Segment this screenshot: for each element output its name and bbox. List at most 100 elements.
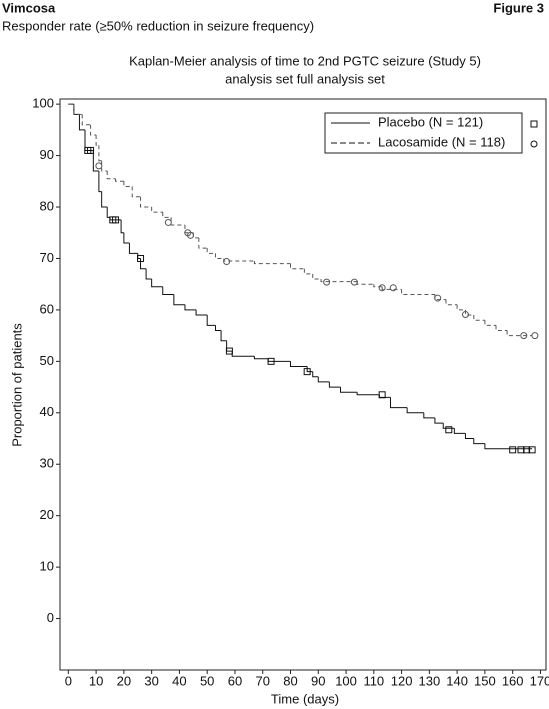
y-tick-label: 70 [40,250,54,265]
figure-label: Figure 3 [493,0,544,15]
censor-mark [378,284,386,292]
survival-step [215,325,222,331]
survival-step [456,304,466,311]
survival-step [220,330,227,342]
survival-step [484,443,533,450]
survival-step [106,207,110,218]
survival-step [317,376,330,383]
censor-mark [164,218,172,226]
survival-step [123,181,133,187]
legend-label: Placebo (N = 121) [378,114,483,129]
x-tick-label: 170 [530,673,549,688]
y-tick-label: 50 [40,353,54,368]
y-tick-label: 20 [40,507,54,522]
survival-step [73,104,80,115]
y-tick-label: 0 [47,610,54,625]
survival-step [192,232,199,239]
survival-step [312,273,322,280]
survival-step [445,299,458,306]
survival-step [81,114,91,126]
legend-label: Lacosamide (N = 118) [378,134,505,149]
censor-mark [461,311,469,319]
survival-step [170,217,185,226]
survival-step [215,253,224,259]
survival-step [495,325,508,331]
survival-step [464,309,474,316]
x-tick-label: 140 [446,673,468,688]
censor-mark [378,391,386,399]
survival-step [198,237,208,249]
survival-step [206,248,216,254]
survival-step [423,412,435,419]
censor-mark [137,254,145,262]
y-tick-label: 40 [40,404,54,419]
survival-step [312,371,319,378]
survival-step [267,358,291,362]
x-tick-label: 30 [144,673,158,688]
survival-step [98,145,102,162]
survival-step [328,381,341,388]
survival-step [381,286,402,290]
censor-mark [225,347,233,355]
survival-step [98,171,102,193]
x-tick-label: 70 [255,673,269,688]
survival-step [123,232,130,244]
censor-mark [267,357,275,365]
y-tick-label: 100 [32,96,54,111]
x-tick-label: 100 [335,673,357,688]
censor-mark [509,446,517,454]
survival-step [231,351,255,357]
legend-box [324,112,523,154]
survival-step [184,304,197,311]
survival-step [173,294,185,306]
survival-step [339,387,358,393]
survival-step [320,279,358,283]
legend-marker [530,140,538,148]
chart-title: analysis set full analysis set [225,71,385,86]
survival-step [120,219,124,234]
censor-mark [87,146,95,154]
survival-step [253,261,291,265]
survival-step [184,225,194,234]
plot-frame [59,98,547,671]
censor-mark [323,278,331,286]
censor-mark [187,231,195,239]
censor-mark [223,258,231,266]
censor-mark [531,332,539,340]
x-tick-label: 130 [419,673,441,688]
survival-step [434,417,444,424]
survival-step [151,207,163,213]
y-tick-label: 90 [40,147,54,162]
survival-step [106,171,116,180]
survival-step [90,124,97,136]
y-tick-label: 80 [40,198,54,213]
censor-mark [520,332,528,340]
x-axis-label: Time (days) [271,691,339,706]
survival-step [484,320,497,326]
survival-step [131,186,141,198]
survival-step [303,268,313,275]
survival-step [464,433,474,440]
censor-mark [528,446,536,454]
survival-step [473,438,485,445]
subtitle: Responder rate (≥50% reduction in seizur… [2,18,314,33]
survival-step [356,281,374,285]
survival-step [115,178,124,182]
survival-step [290,361,308,367]
survival-step [92,150,99,172]
censor-mark [445,426,453,434]
x-tick-label: 120 [391,673,413,688]
x-tick-label: 80 [283,673,297,688]
x-tick-label: 0 [65,673,72,688]
y-tick-label: 30 [40,456,54,471]
x-tick-label: 60 [228,673,242,688]
y-tick-label: 60 [40,301,54,316]
survival-step [389,397,408,409]
censor-mark [350,278,358,286]
survival-step [290,263,305,270]
survival-step [453,428,466,434]
survival-step [78,114,85,131]
x-tick-label: 10 [89,673,103,688]
censor-mark [112,216,120,224]
